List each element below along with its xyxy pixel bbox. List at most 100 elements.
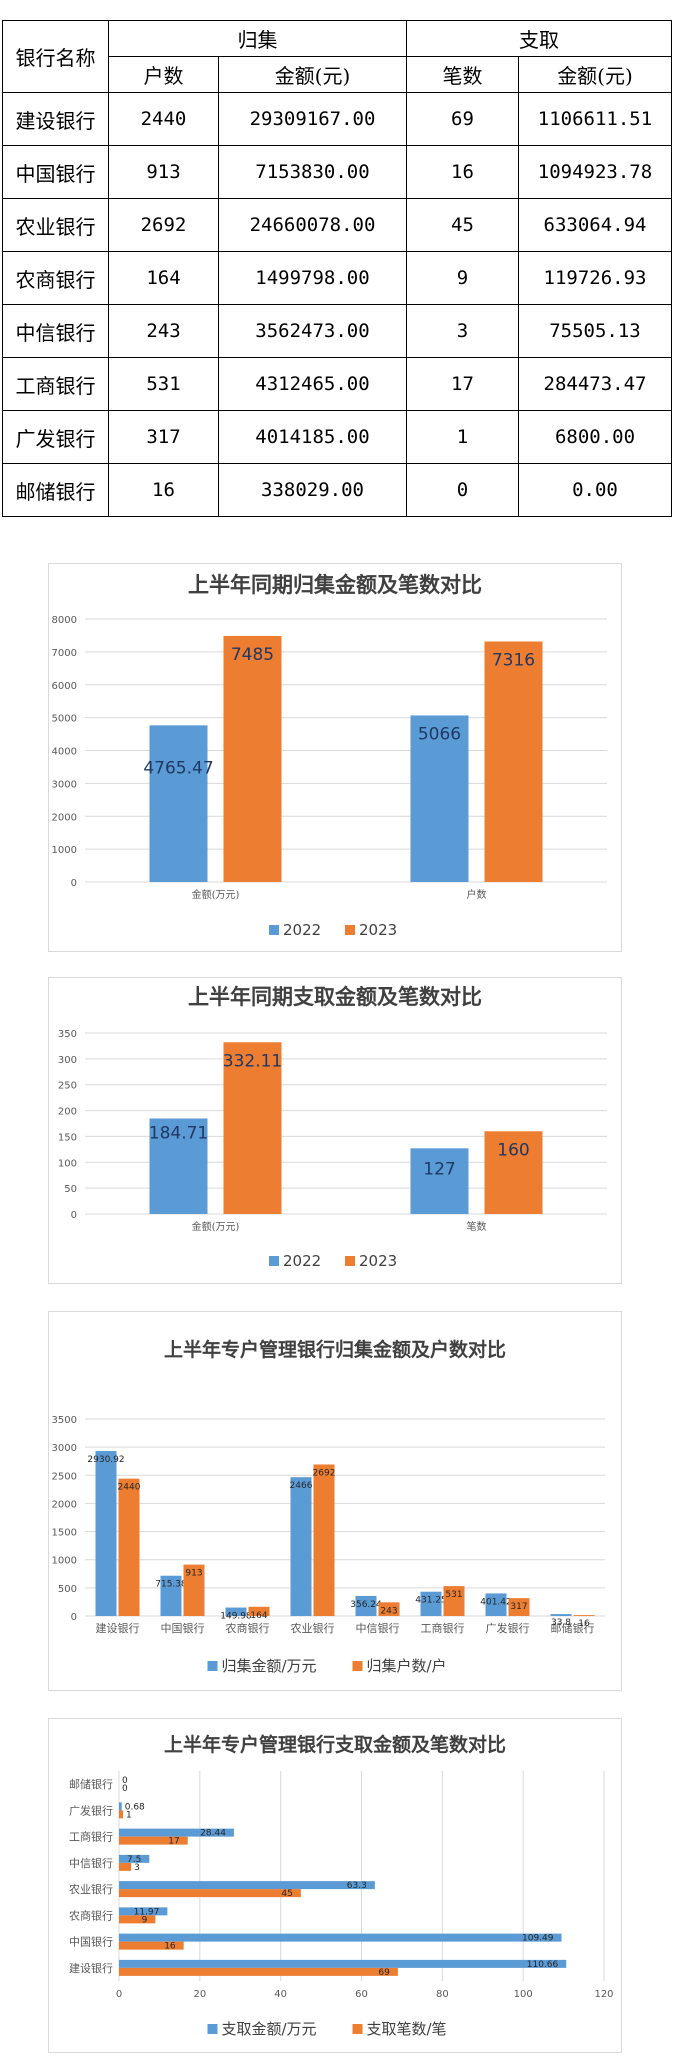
x-category-label: 农业银行 bbox=[291, 1621, 335, 1635]
y-category-label: 建设银行 bbox=[69, 1961, 113, 1975]
bar bbox=[119, 1802, 122, 1811]
bar bbox=[119, 1828, 234, 1837]
y-tick-label: 4000 bbox=[52, 747, 77, 758]
y-tick-label: 3500 bbox=[52, 1415, 77, 1426]
cell-bank: 建设银行 bbox=[2, 92, 109, 146]
bar bbox=[573, 1615, 595, 1616]
x-category-label: 金额(万元) bbox=[192, 888, 240, 901]
y-category-label: 广发银行 bbox=[69, 1803, 113, 1817]
cell-count: 3 bbox=[406, 304, 519, 358]
x-category-label: 笔数 bbox=[467, 1220, 487, 1233]
bar bbox=[225, 1607, 247, 1616]
bar bbox=[290, 1477, 312, 1616]
bar bbox=[119, 1941, 184, 1950]
cell-bank: 中国银行 bbox=[2, 145, 109, 199]
cell-amount2: 0.00 bbox=[518, 463, 672, 517]
bar bbox=[485, 1593, 507, 1616]
bar bbox=[248, 1606, 270, 1616]
data-label: 0 bbox=[122, 1784, 128, 1794]
data-label: 1 bbox=[126, 1810, 132, 1820]
cell-count: 69 bbox=[406, 92, 519, 146]
y-tick-label: 1500 bbox=[52, 1528, 77, 1539]
x-category-label: 户数 bbox=[467, 888, 487, 901]
data-label: 401.42 bbox=[480, 1597, 512, 1607]
cell-bank: 广发银行 bbox=[2, 410, 109, 464]
data-label: 110.66 bbox=[527, 1960, 559, 1970]
bar bbox=[95, 1451, 117, 1616]
bar bbox=[355, 1595, 377, 1616]
y-category-label: 农业银行 bbox=[69, 1882, 113, 1896]
x-category-label: 中国银行 bbox=[161, 1621, 205, 1635]
y-category-label: 邮储银行 bbox=[69, 1777, 113, 1791]
bar bbox=[410, 1148, 469, 1214]
bar bbox=[550, 1614, 572, 1616]
x-tick-label: 20 bbox=[193, 1989, 206, 2000]
legend-label-0: 支取金额/万元 bbox=[222, 2020, 317, 2038]
bank-summary-table: 银行名称 归集 支取 户数 金额(元) 笔数 金额(元) 建设银行 2440 293… bbox=[2, 20, 672, 517]
bar bbox=[119, 1881, 375, 1890]
data-label: 2466 bbox=[290, 1481, 313, 1491]
cell-households: 531 bbox=[108, 357, 219, 411]
x-category-label: 邮储银行 bbox=[551, 1621, 595, 1635]
data-label: 7316 bbox=[492, 650, 535, 670]
table-body: 建设银行 2440 29309167.00 69 1106611.51 中国银行 913 71… bbox=[2, 92, 672, 517]
cell-amount2: 284473.47 bbox=[518, 357, 672, 411]
data-label: 243 bbox=[380, 1606, 397, 1616]
bar bbox=[223, 635, 282, 882]
cell-count: 17 bbox=[406, 357, 519, 411]
x-tick-label: 80 bbox=[436, 1989, 449, 2000]
data-label: 3 bbox=[134, 1863, 140, 1873]
cell-count: 9 bbox=[406, 251, 519, 305]
bar bbox=[119, 1967, 398, 1976]
legend-label-1: 2023 bbox=[359, 1252, 397, 1270]
data-label: 109.49 bbox=[522, 1934, 554, 1944]
cell-amount: 338029.00 bbox=[218, 463, 407, 517]
y-tick-label: 300 bbox=[58, 1055, 77, 1066]
y-tick-label: 3000 bbox=[52, 779, 77, 790]
legend-label-0: 归集金额/万元 bbox=[222, 1657, 317, 1675]
header-count: 笔数 bbox=[406, 56, 519, 93]
data-label: 531 bbox=[445, 1590, 462, 1600]
bar bbox=[443, 1586, 465, 1616]
bar bbox=[149, 725, 208, 882]
data-label: 913 bbox=[185, 1569, 202, 1579]
y-tick-label: 7000 bbox=[52, 648, 77, 659]
bar bbox=[484, 641, 543, 882]
chart-title: 上半年同期归集金额及笔数对比 bbox=[188, 573, 482, 597]
data-label: 5066 bbox=[418, 724, 461, 744]
legend-swatch-1 bbox=[352, 1661, 363, 1671]
legend-swatch-1 bbox=[352, 2024, 363, 2034]
data-label: 431.25 bbox=[415, 1596, 447, 1606]
legend-label-1: 支取笔数/笔 bbox=[367, 2020, 447, 2038]
chart-collect-yoy: 上半年同期归集金额及笔数对比 0 1000 2000 3000 4000 5000 6000 7… bbox=[52, 573, 607, 939]
x-category-label: 工商银行 bbox=[421, 1621, 465, 1635]
cell-amount2: 633064.94 bbox=[518, 198, 672, 252]
bar bbox=[119, 1933, 562, 1942]
y-tick-label: 1000 bbox=[52, 845, 77, 856]
data-label: 149.98 bbox=[220, 1612, 252, 1622]
bar bbox=[119, 1915, 156, 1924]
y-tick-label: 2500 bbox=[52, 1471, 77, 1482]
legend-swatch-1 bbox=[345, 925, 355, 935]
cell-amount2: 6800.00 bbox=[518, 410, 672, 464]
cell-bank: 邮储银行 bbox=[2, 463, 109, 517]
y-tick-label: 50 bbox=[64, 1184, 77, 1195]
header-collect: 归集 bbox=[108, 20, 407, 57]
cell-amount: 4312465.00 bbox=[218, 357, 407, 411]
x-category-label: 金额(万元) bbox=[192, 1220, 240, 1233]
cell-amount2: 1106611.51 bbox=[518, 92, 672, 146]
cell-count: 16 bbox=[406, 145, 519, 199]
bar bbox=[119, 1810, 124, 1819]
y-tick-label: 3000 bbox=[52, 1443, 77, 1454]
data-label: 7.5 bbox=[127, 1855, 141, 1865]
x-tick-label: 60 bbox=[355, 1989, 368, 2000]
bar bbox=[119, 1836, 188, 1845]
y-category-label: 工商银行 bbox=[69, 1830, 113, 1844]
bar bbox=[160, 1575, 182, 1616]
header-amount: 金额(元) bbox=[218, 56, 407, 93]
data-label: 715.38 bbox=[155, 1580, 187, 1590]
bar bbox=[313, 1464, 335, 1616]
chart-title: 上半年同期支取金额及笔数对比 bbox=[188, 985, 482, 1009]
x-tick-label: 100 bbox=[514, 1989, 533, 2000]
data-label: 0 bbox=[122, 1776, 128, 1786]
